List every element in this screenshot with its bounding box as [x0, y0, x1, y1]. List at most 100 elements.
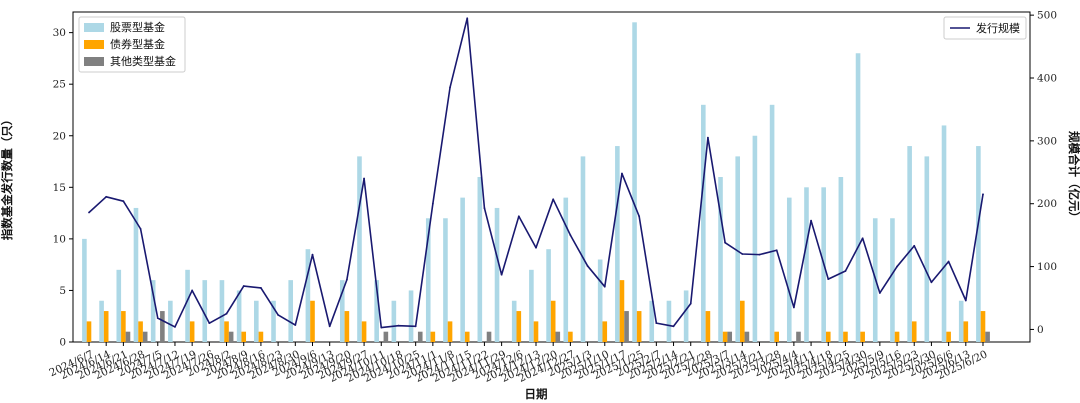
bar-s0-4 — [150, 280, 156, 343]
legend-label-bond: 债券型基金 — [110, 37, 165, 51]
bar-s0-13 — [305, 249, 311, 342]
bar-s1-15 — [344, 311, 350, 342]
line-point-0 — [88, 211, 90, 214]
line-point-25 — [517, 215, 520, 218]
bar-s1-27 — [550, 300, 556, 342]
line-point-49 — [930, 281, 933, 284]
bar-s0-51 — [958, 300, 964, 342]
line-point-13 — [311, 253, 314, 256]
line-point-46 — [878, 292, 881, 294]
bar-s0-17 — [374, 280, 379, 343]
line-point-29 — [586, 265, 589, 267]
bar-s1-40 — [774, 331, 779, 342]
bar-s2-3 — [142, 331, 148, 342]
line-point-14 — [328, 325, 331, 328]
bar-s1-10 — [258, 331, 264, 342]
bar-s1-3 — [138, 321, 143, 343]
bar-s0-0 — [82, 238, 87, 343]
y-left-tick-label-10: 10 — [53, 233, 66, 245]
line-point-45 — [861, 237, 864, 240]
line-series-group — [88, 17, 984, 329]
bar-s1-37 — [722, 331, 728, 342]
y-right-tick-label-300: 300 — [1037, 135, 1057, 147]
bar-s0-18 — [391, 300, 397, 342]
bar-s0-36 — [701, 104, 706, 342]
bar-s1-32 — [636, 311, 642, 342]
bar-s2-19 — [417, 331, 423, 342]
bar-s1-28 — [568, 331, 573, 342]
legend-label-stock: 股票型基金 — [110, 20, 165, 34]
y-axis-left-title: 指数基金发行数量（只） — [0, 114, 14, 241]
line-point-9 — [242, 285, 245, 287]
bar-s2-2 — [125, 331, 131, 342]
bar-s1-44 — [843, 331, 848, 342]
line-point-15 — [345, 278, 348, 281]
bar-s1-2 — [121, 311, 126, 342]
bar-s0-29 — [580, 156, 586, 343]
line-point-10 — [260, 287, 262, 289]
bar-s1-30 — [602, 321, 608, 343]
line-point-28 — [569, 234, 572, 237]
line-point-27 — [552, 198, 555, 201]
y-left-tick-label-0: 0 — [59, 337, 66, 349]
bar-s0-5 — [168, 300, 173, 342]
bar-s0-20 — [425, 218, 431, 342]
bar-s0-15 — [339, 280, 345, 343]
line-point-12 — [294, 324, 297, 326]
bar-s0-2 — [116, 269, 122, 342]
bar-s2-8 — [228, 331, 234, 342]
bar-s1-22 — [464, 331, 470, 342]
bar-s0-25 — [511, 300, 517, 342]
bar-s0-19 — [408, 290, 414, 342]
y-left-tick-label-5: 5 — [59, 285, 66, 297]
line-point-35 — [689, 302, 692, 305]
bar-s1-0 — [86, 321, 92, 343]
line-point-40 — [775, 249, 778, 252]
line-point-39 — [758, 253, 761, 256]
line-point-24 — [500, 273, 503, 276]
bar-s1-38 — [740, 300, 745, 342]
y-left-tick-label-30: 30 — [53, 27, 66, 39]
legend-swatch-stock — [84, 23, 104, 32]
bar-s0-34 — [666, 300, 672, 342]
bar-s2-52 — [985, 331, 990, 342]
bar-s0-7 — [202, 280, 208, 343]
bar-s0-30 — [597, 259, 603, 342]
legend-label-scale: 发行规模 — [976, 21, 1020, 35]
bar-s0-35 — [683, 290, 689, 342]
bar-s0-50 — [941, 125, 947, 342]
line-point-51 — [964, 299, 967, 302]
bar-s1-47 — [894, 331, 900, 342]
y-axis-right-title: 规模合计（亿元） — [1067, 131, 1080, 223]
legend-swatch-other — [84, 57, 104, 66]
line-point-22 — [466, 17, 469, 20]
line-point-17 — [380, 326, 383, 329]
bar-s1-6 — [189, 321, 195, 343]
line-point-21 — [449, 86, 451, 89]
x-axis: 2024/6/72024/6/142024/6/212024/6/282024/… — [47, 342, 989, 385]
bar-s1-45 — [860, 331, 865, 342]
bar-s1-31 — [619, 280, 625, 343]
bar-s0-45 — [855, 53, 861, 342]
bar-s0-16 — [357, 156, 362, 343]
line-point-3 — [139, 227, 142, 230]
bar-s0-24 — [494, 207, 500, 342]
bar-s0-27 — [546, 249, 551, 342]
bar-s0-1 — [99, 300, 104, 342]
line-point-11 — [277, 314, 280, 316]
plot-area — [72, 11, 1031, 343]
y-axis-left: 0 5 10 15 20 25 30 — [53, 27, 73, 349]
line-point-8 — [225, 312, 228, 315]
line-point-6 — [191, 289, 194, 292]
bar-s1-1 — [103, 311, 109, 342]
line-point-32 — [638, 215, 641, 218]
legend-label-other: 其他类型基金 — [110, 54, 176, 68]
bar-s0-40 — [769, 104, 775, 342]
bar-s2-31 — [624, 311, 629, 342]
bar-s0-28 — [563, 197, 569, 343]
line-point-4 — [156, 317, 159, 320]
bar-s0-41 — [786, 197, 792, 343]
line-point-34 — [672, 325, 675, 328]
bar-s0-44 — [838, 177, 844, 342]
